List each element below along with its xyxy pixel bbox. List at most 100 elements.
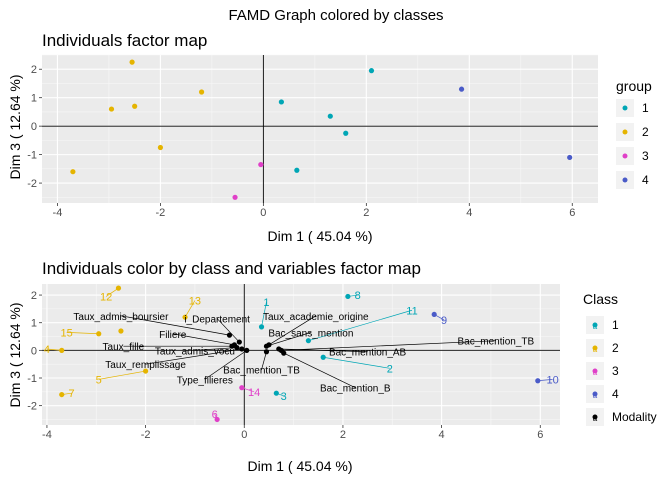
chart1-legend-title: group	[616, 78, 652, 94]
chart1-x-axis-label: Dim 1 ( 45.04 %)	[267, 228, 372, 244]
legend-entry-label: 1	[642, 101, 649, 115]
chart2-legend: Class a 1 a 2 a 3 a 4 a Modality	[583, 291, 657, 426]
individual-label: 12	[100, 291, 112, 303]
individual-point	[182, 314, 188, 320]
y-tick-label: 1	[31, 93, 37, 105]
individual-point	[59, 347, 65, 353]
legend-entry-label: 3	[642, 149, 649, 163]
x-tick-label: 4	[466, 207, 472, 219]
modality-leader-line	[268, 315, 316, 346]
x-tick-label: -4	[42, 429, 52, 441]
data-point-group-3	[258, 161, 264, 168]
individual-label: 4	[44, 344, 50, 356]
data-point-group-4	[567, 154, 573, 161]
modality-label: Bac_mention_AB	[329, 348, 407, 359]
individual-label: 14	[248, 387, 260, 399]
modality-label: Bac_sans_mention	[268, 328, 353, 339]
modality-point	[244, 347, 250, 353]
individual-point	[431, 311, 437, 318]
modality-label: Taux_academie_origine	[263, 312, 369, 323]
y-tick-label: 2	[31, 64, 37, 76]
chart1-title: Individuals factor map	[42, 31, 207, 50]
individual-leader-line	[184, 300, 196, 318]
data-point-group-2	[70, 169, 76, 175]
individual-leader-line	[66, 332, 99, 335]
modality-leader-line	[172, 333, 235, 346]
legend-key-marker	[592, 391, 598, 397]
data-point-group-1	[294, 167, 300, 173]
individual-label: 3	[281, 391, 287, 403]
y-tick-label: 0	[31, 121, 37, 133]
modality-point	[263, 349, 270, 355]
individual-label: 10	[546, 374, 558, 386]
legend-entry-label: 3	[612, 364, 619, 378]
modality-leader-line	[204, 350, 247, 380]
modality-point	[239, 346, 245, 352]
modality-point	[263, 343, 270, 349]
individual-label: 9	[441, 315, 447, 327]
individual-label: 5	[96, 374, 102, 386]
legend-entry-label: Modality	[612, 410, 657, 424]
legend-key-marker	[592, 345, 598, 351]
legend-key-marker	[592, 414, 598, 420]
legend-entry-label: 1	[612, 318, 619, 332]
individuals-and-variables-map: Individuals color by class and variables…	[7, 259, 657, 474]
individual-point	[115, 285, 122, 291]
chart2-legend-title: Class	[583, 291, 618, 307]
legend-entry-label: 4	[642, 173, 649, 187]
individual-leader-line	[308, 309, 413, 342]
y-tick-label: 1	[31, 318, 37, 330]
data-point-group-2	[132, 103, 138, 109]
legend-key-marker	[592, 322, 598, 328]
modality-label: i_Departement	[184, 315, 250, 326]
legend-entry-label: 4	[612, 387, 619, 401]
individual-point	[96, 331, 102, 337]
legend-key-marker	[622, 105, 628, 111]
data-point-group-1	[343, 130, 349, 136]
x-tick-label: 0	[241, 429, 247, 441]
individual-label: 8	[355, 290, 361, 302]
legend-entry-label: 2	[642, 125, 649, 139]
data-point-group-2	[108, 106, 115, 112]
figure-title: FAMD Graph colored by classes	[228, 7, 443, 24]
y-tick-label: 0	[31, 345, 37, 357]
chart2-y-axis-label: Dim 3 ( 12.64 %)	[7, 302, 23, 407]
modality-point	[226, 332, 233, 338]
individual-label: 6	[212, 409, 218, 421]
legend-key-marker	[592, 368, 598, 374]
modality-label: Taux_admis_boursier	[73, 312, 169, 323]
individual-point	[143, 368, 149, 374]
legend-key-glyph: a	[593, 368, 598, 377]
data-point-group-3	[232, 194, 238, 200]
chart2-title: Individuals color by class and variables…	[42, 259, 421, 278]
individual-point	[258, 324, 265, 330]
data-point-group-2	[198, 89, 205, 95]
modality-leader-line	[261, 351, 267, 370]
modality-label: Bac_mention_B	[320, 384, 391, 395]
modality-leader-line	[281, 340, 496, 351]
modality-label: Taux_remplissage	[105, 360, 186, 371]
modality-point	[234, 344, 240, 351]
modality-label: Filiere	[159, 330, 187, 341]
chart1-legend: group 1 2 3 4	[616, 78, 652, 189]
legend-key-marker	[622, 177, 628, 183]
individual-leader-line	[98, 370, 146, 380]
individual-point	[118, 328, 124, 334]
modality-point	[236, 339, 242, 345]
modality-leader-line	[283, 352, 356, 388]
modality-leader-line	[266, 332, 311, 347]
individual-point	[305, 338, 311, 344]
legend-key-glyph: a	[593, 391, 598, 400]
x-tick-label: 6	[569, 207, 575, 219]
modality-point	[281, 350, 287, 356]
y-tick-label: 2	[31, 290, 37, 302]
legend-key-marker	[622, 153, 628, 159]
x-tick-label: 2	[340, 429, 346, 441]
modality-leader-line	[216, 318, 240, 343]
individual-label: 1	[263, 297, 269, 309]
individual-point	[239, 385, 245, 391]
y-tick-label: -1	[27, 373, 37, 385]
data-point-group-1	[327, 113, 333, 119]
